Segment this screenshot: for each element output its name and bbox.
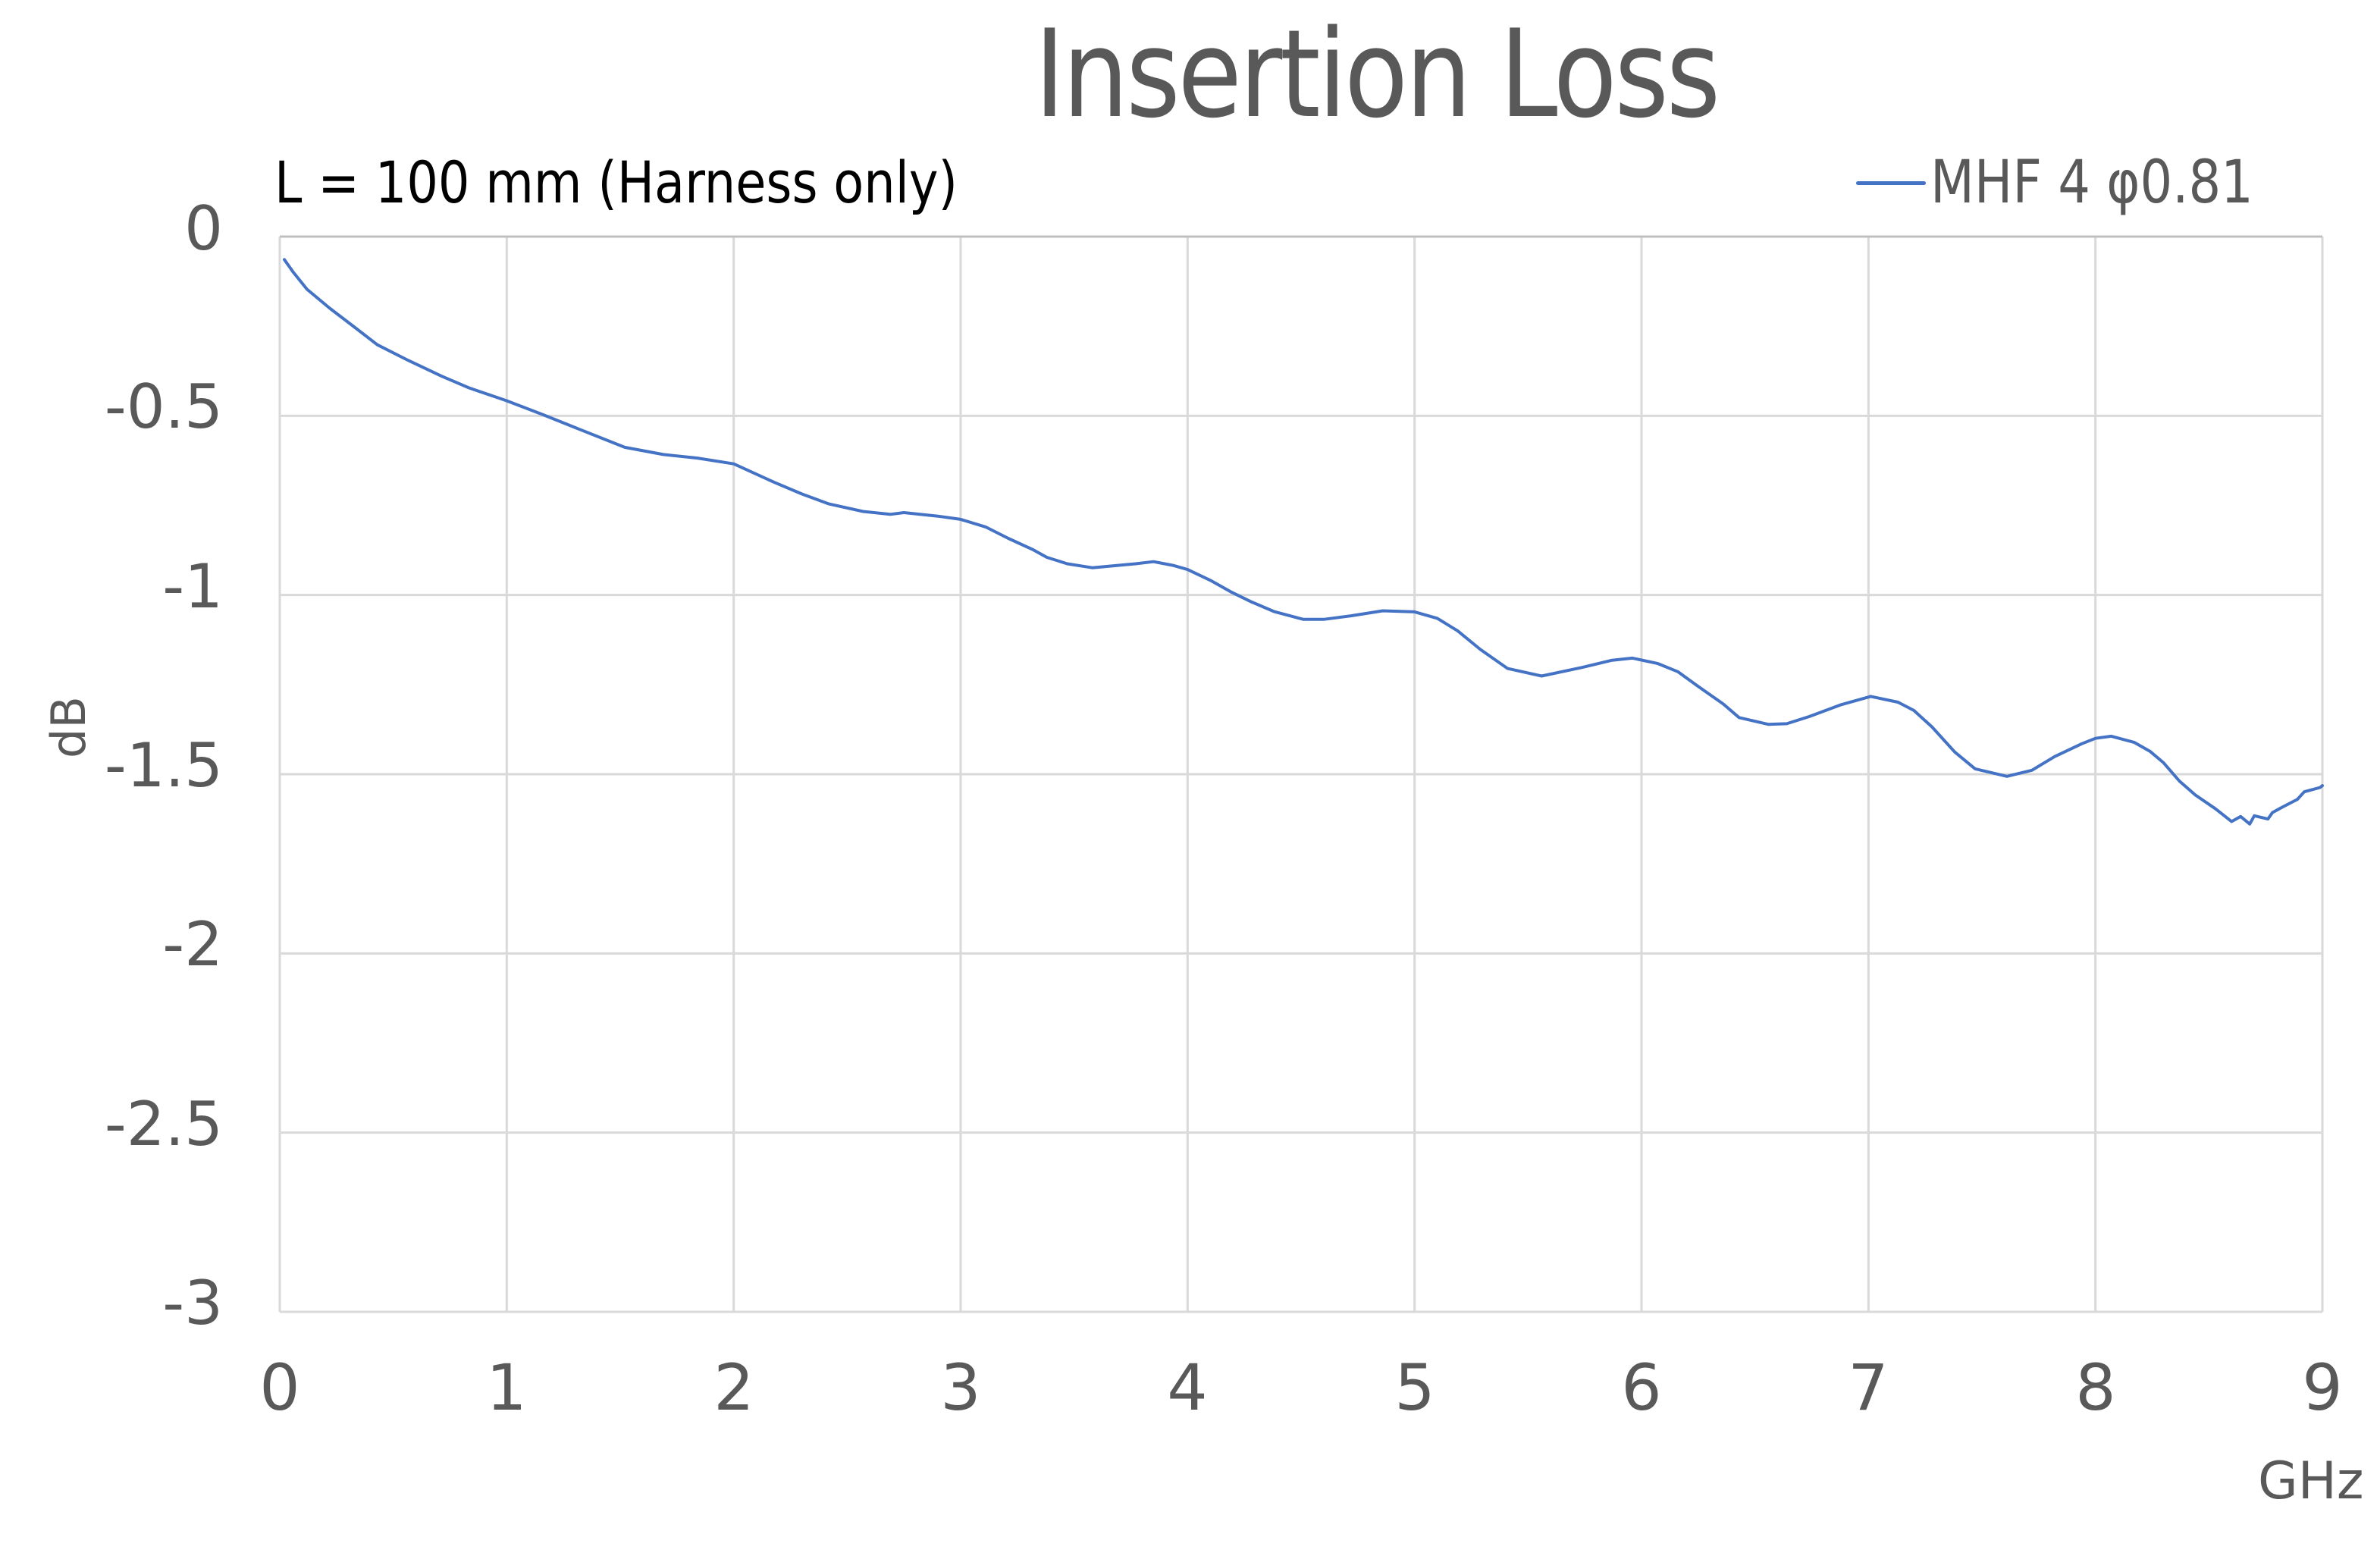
legend: MHF 4 φ0.81: [1856, 149, 2306, 217]
legend-line-swatch-icon: [1856, 180, 1926, 185]
x-tick-label: 6: [1621, 1351, 1662, 1425]
x-tick-label: 7: [1848, 1351, 1889, 1425]
y-tick-label: -1: [162, 551, 223, 622]
x-tick-label: 5: [1394, 1351, 1435, 1425]
x-axis-title: GHz: [2258, 1451, 2364, 1511]
y-tick-label: -3: [162, 1268, 223, 1338]
x-tick-label: 1: [486, 1351, 527, 1425]
x-tick-label: 8: [2075, 1351, 2116, 1425]
y-axis-title: dB: [41, 696, 96, 758]
y-tick-label: -2: [162, 909, 223, 980]
y-tick-label: 0: [184, 193, 223, 264]
x-tick-label: 2: [713, 1351, 754, 1425]
x-tick-label: 9: [2302, 1351, 2343, 1425]
x-tick-label: 4: [1167, 1351, 1208, 1425]
chart-annotation: L = 100 mm (Harness only): [274, 149, 958, 216]
gridlines: [278, 235, 2324, 1313]
y-tick-label: -2.5: [104, 1089, 223, 1159]
series-line-mhf4: [283, 258, 2324, 826]
y-tick-label: -0.5: [104, 372, 223, 442]
y-tick-label: -1.5: [104, 730, 223, 801]
legend-label: MHF 4 φ0.81: [1930, 149, 2253, 217]
chart-title: Insertion Loss: [1034, 3, 1720, 145]
x-tick-label: 0: [259, 1351, 300, 1425]
x-tick-label: 3: [940, 1351, 981, 1425]
